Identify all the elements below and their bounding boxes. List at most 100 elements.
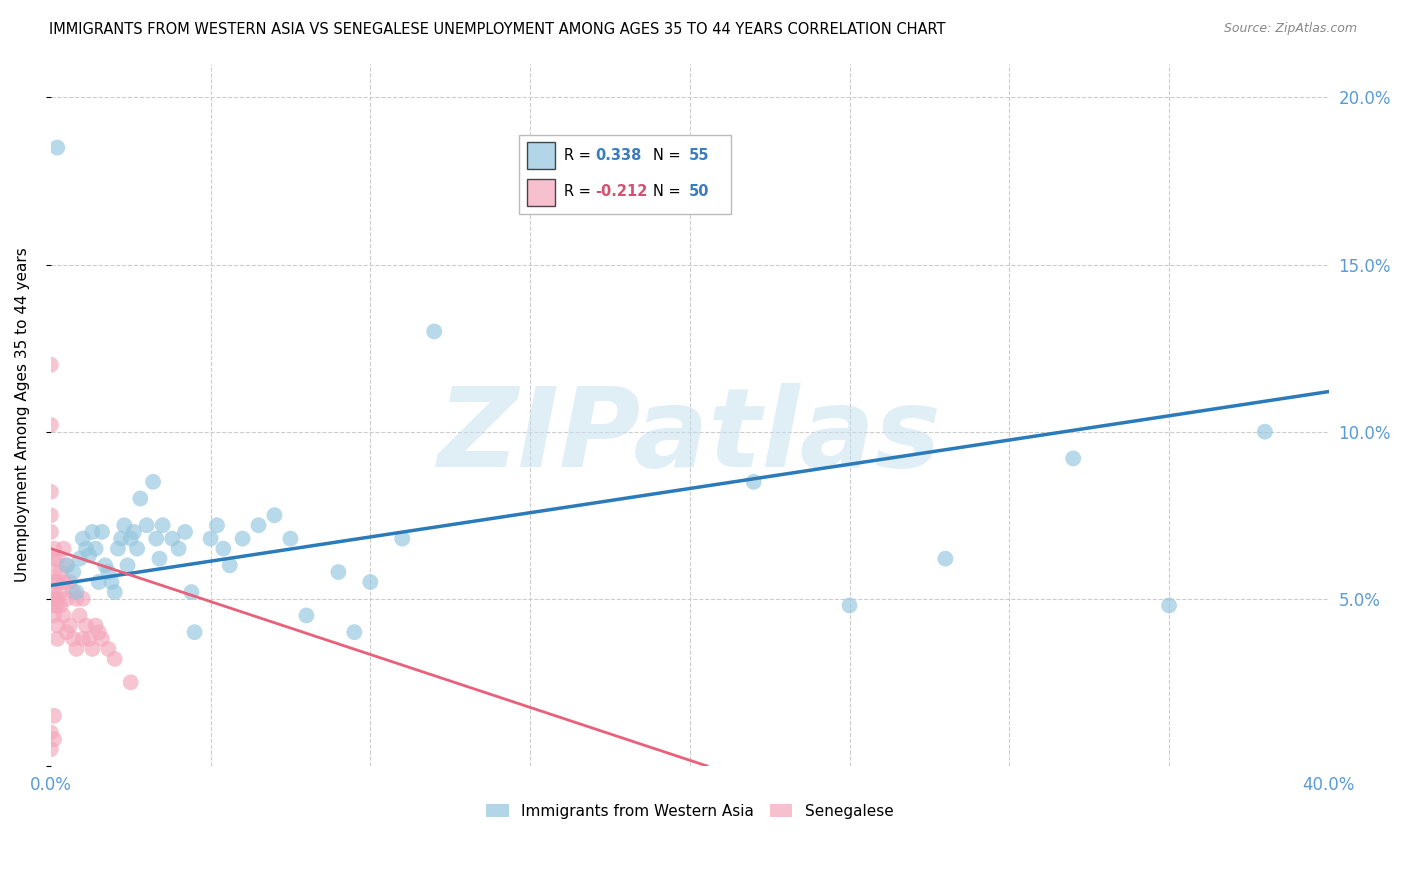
Point <box>39 508 62 523</box>
Point <box>295 608 318 623</box>
Point <box>97 565 120 579</box>
Text: 0.338: 0.338 <box>596 148 643 163</box>
Point <box>180 585 202 599</box>
Point <box>94 558 117 573</box>
Point <box>328 565 350 579</box>
Point <box>162 532 184 546</box>
Point <box>65 641 87 656</box>
Point <box>120 675 142 690</box>
FancyBboxPatch shape <box>527 178 555 205</box>
Point <box>72 532 94 546</box>
Point <box>39 524 62 539</box>
Point <box>42 551 65 566</box>
Point <box>91 632 114 646</box>
Point <box>42 541 65 556</box>
Point <box>82 524 104 539</box>
Point <box>91 524 114 539</box>
Point <box>142 475 165 489</box>
Text: R =: R = <box>564 148 595 163</box>
Point <box>934 551 956 566</box>
Text: N =: N = <box>652 184 685 199</box>
Point <box>391 532 413 546</box>
Point <box>65 591 87 606</box>
Point <box>52 575 75 590</box>
Legend: Immigrants from Western Asia, Senegalese: Immigrants from Western Asia, Senegalese <box>479 797 900 825</box>
Point <box>42 608 65 623</box>
FancyBboxPatch shape <box>519 135 731 213</box>
Point <box>42 599 65 613</box>
Point <box>359 575 381 590</box>
Point <box>679 174 702 188</box>
Point <box>75 618 97 632</box>
Point <box>122 524 145 539</box>
Point <box>42 708 65 723</box>
Point <box>183 625 205 640</box>
Point <box>343 625 366 640</box>
Point <box>742 475 765 489</box>
Point <box>167 541 190 556</box>
Point <box>77 632 100 646</box>
Point <box>1254 425 1277 439</box>
Point <box>62 565 84 579</box>
Point <box>52 608 75 623</box>
Point <box>46 575 69 590</box>
Point <box>107 541 129 556</box>
Point <box>838 599 860 613</box>
Point <box>218 558 240 573</box>
Point <box>62 632 84 646</box>
Point <box>145 532 167 546</box>
Point <box>77 549 100 563</box>
Point <box>72 591 94 606</box>
Point <box>65 585 87 599</box>
Point <box>56 558 79 573</box>
Point <box>120 532 142 546</box>
Point <box>42 585 65 599</box>
Point <box>84 618 107 632</box>
Point <box>280 532 302 546</box>
Point <box>148 551 170 566</box>
Point <box>59 575 82 590</box>
Point <box>39 484 62 499</box>
Point <box>104 585 127 599</box>
Point <box>127 541 149 556</box>
Text: -0.212: -0.212 <box>596 184 648 199</box>
Point <box>56 591 79 606</box>
Point <box>56 625 79 640</box>
Point <box>39 742 62 756</box>
Point <box>46 551 69 566</box>
Point <box>174 524 197 539</box>
Point <box>247 518 270 533</box>
Point <box>56 558 79 573</box>
Point <box>100 575 122 590</box>
Point <box>110 532 132 546</box>
Point <box>117 558 139 573</box>
Point <box>49 599 72 613</box>
Point <box>46 618 69 632</box>
Point <box>423 325 446 339</box>
Point <box>69 551 91 566</box>
Point <box>84 541 107 556</box>
Point <box>49 585 72 599</box>
Point <box>39 725 62 739</box>
Point <box>152 518 174 533</box>
Point <box>87 625 110 640</box>
FancyBboxPatch shape <box>527 143 555 169</box>
Point <box>87 575 110 590</box>
Point <box>112 518 135 533</box>
Point <box>82 641 104 656</box>
Point <box>42 591 65 606</box>
Text: R =: R = <box>564 184 595 199</box>
Point <box>1062 451 1084 466</box>
Point <box>231 532 253 546</box>
Point <box>129 491 152 506</box>
Point <box>104 652 127 666</box>
Point <box>75 541 97 556</box>
Text: ZIPatlas: ZIPatlas <box>437 383 942 490</box>
Text: 50: 50 <box>689 184 710 199</box>
Point <box>135 518 157 533</box>
Point <box>52 541 75 556</box>
Point <box>97 641 120 656</box>
Point <box>42 575 65 590</box>
Point <box>263 508 285 523</box>
Point <box>39 417 62 432</box>
